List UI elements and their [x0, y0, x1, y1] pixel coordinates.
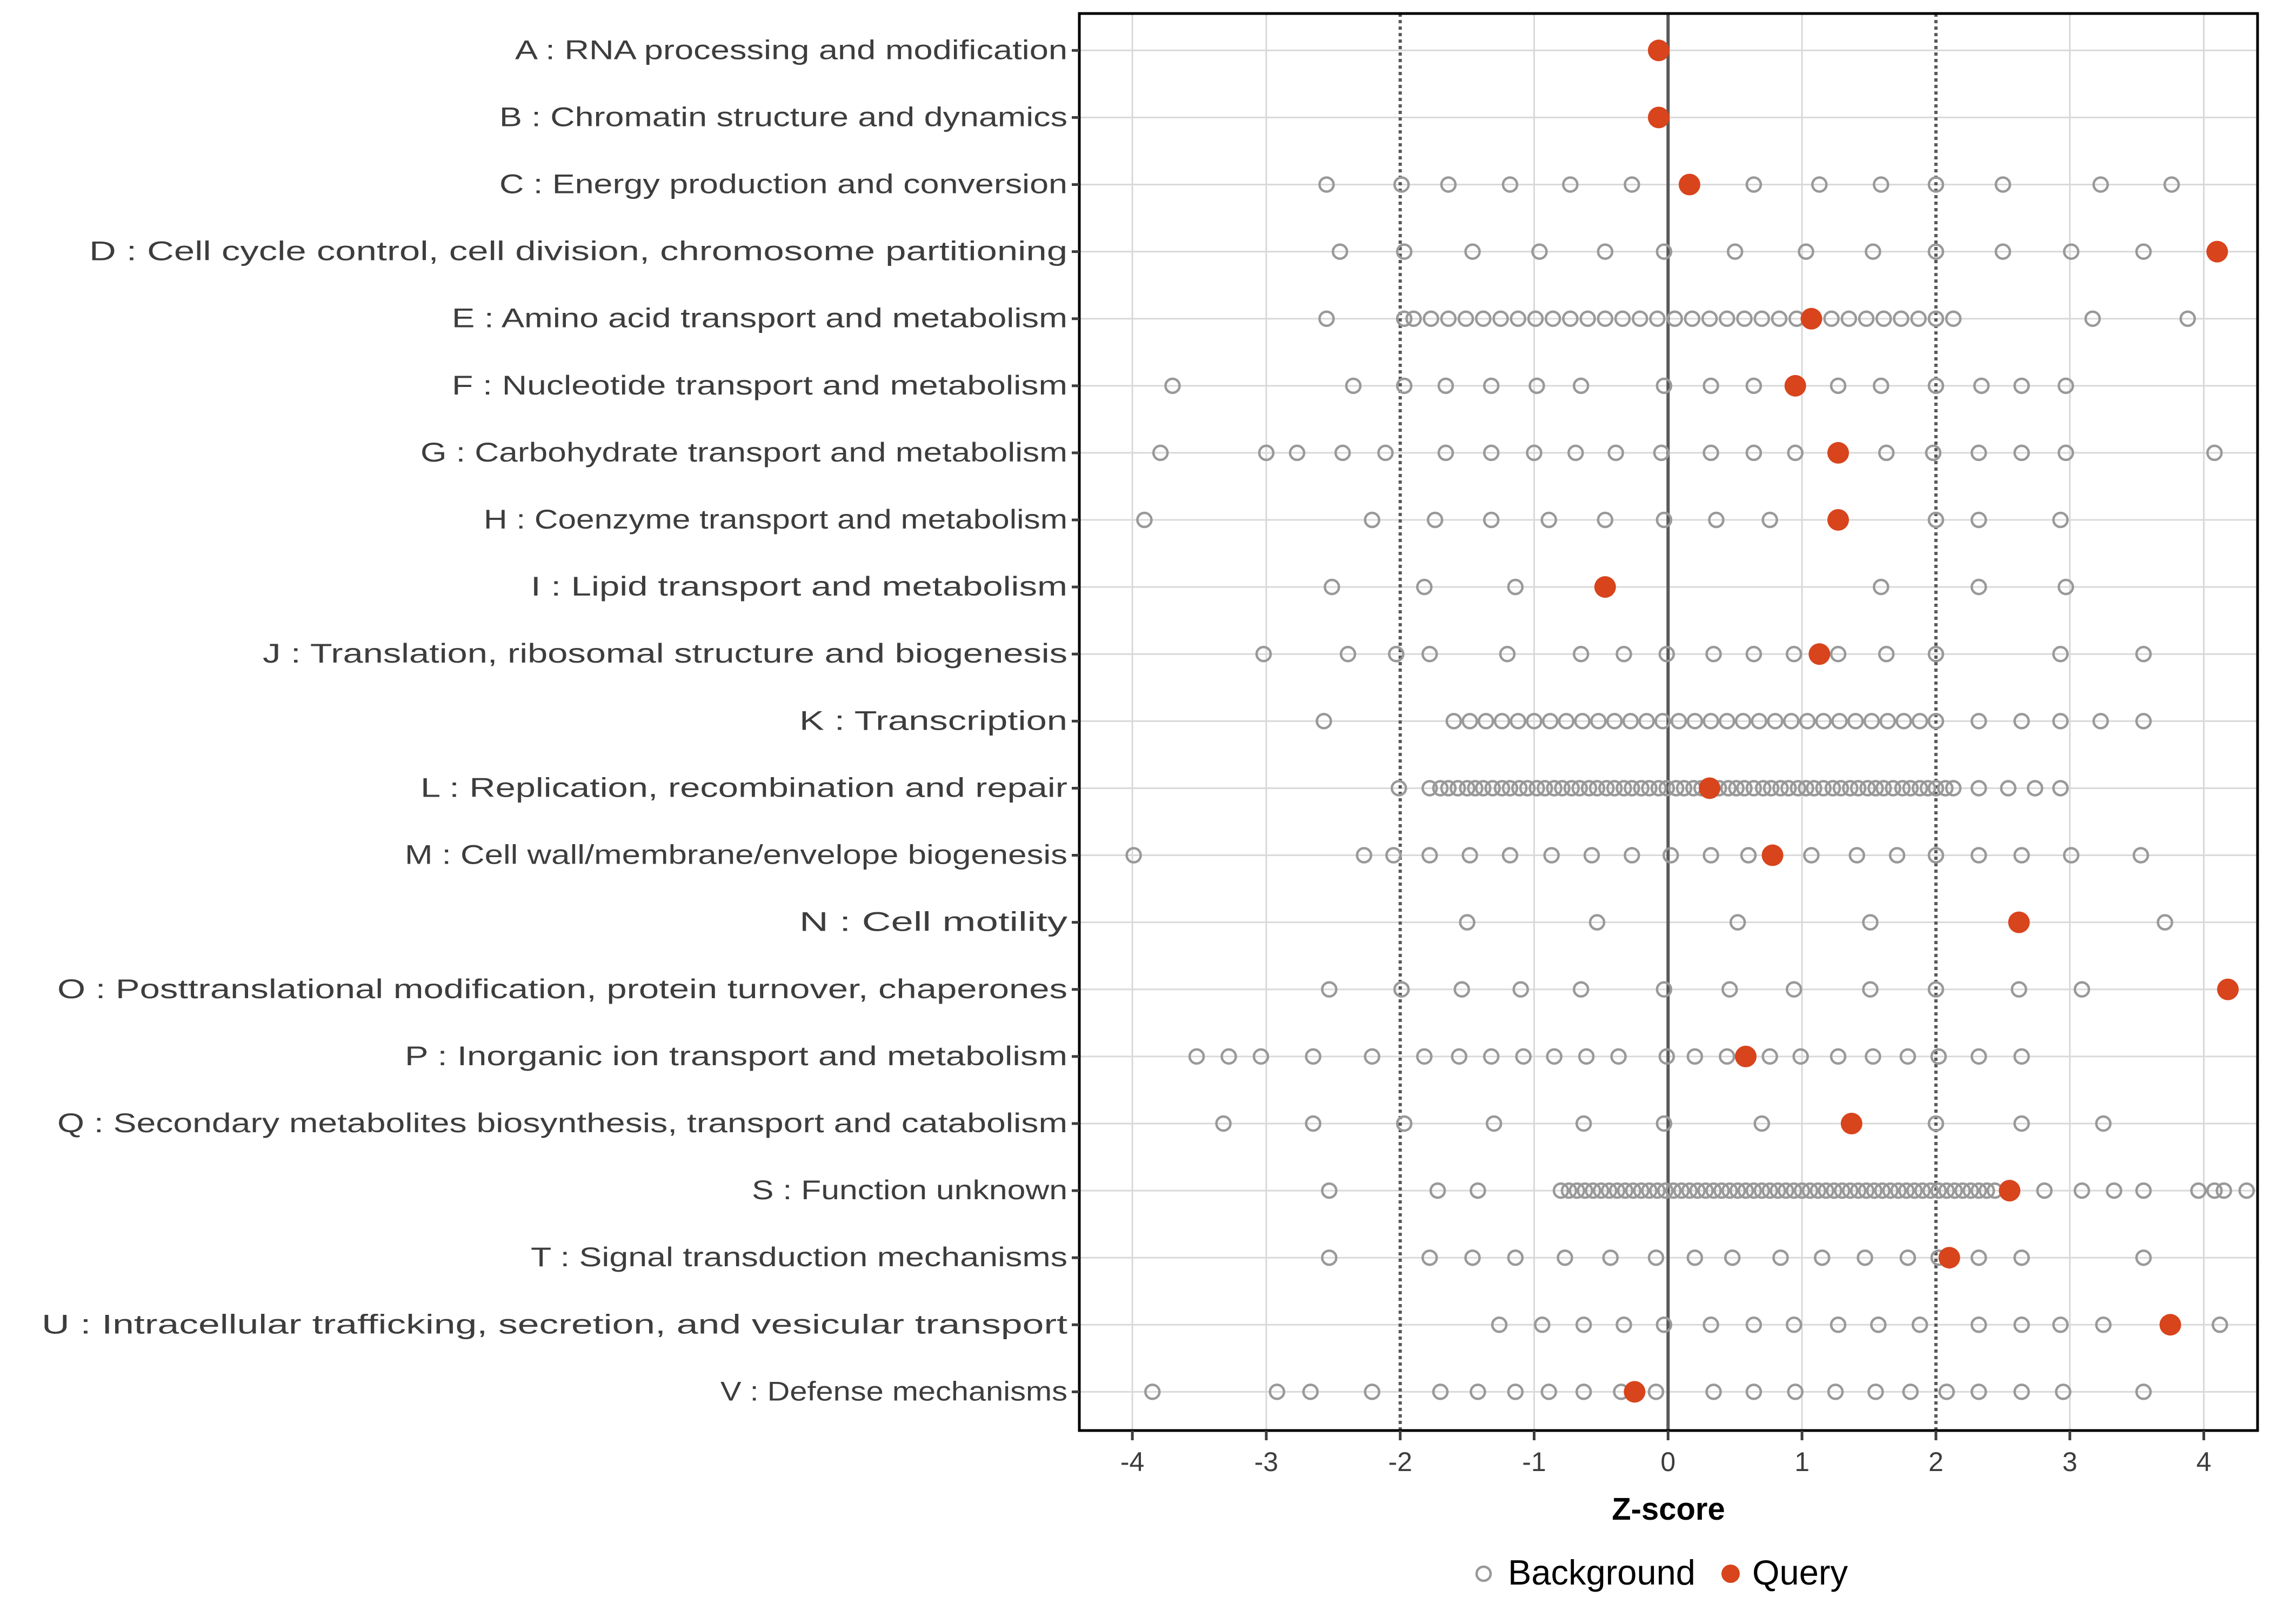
- svg-text:L : Replication, recombination: L : Replication, recombination and repai…: [420, 772, 1067, 803]
- svg-text:-1: -1: [1522, 1447, 1546, 1477]
- svg-text:H : Coenzyme transport and met: H : Coenzyme transport and metabolism: [484, 504, 1067, 534]
- svg-text:Query: Query: [1752, 1553, 1848, 1592]
- svg-text:C : Energy production and conv: C : Energy production and conversion: [499, 169, 1067, 199]
- svg-text:4: 4: [2196, 1447, 2212, 1477]
- svg-text:B : Chromatin structure and dy: B : Chromatin structure and dynamics: [499, 102, 1067, 132]
- svg-text:U : Intracellular trafficking,: U : Intracellular trafficking, secretion…: [42, 1309, 1067, 1339]
- svg-text:3: 3: [2062, 1447, 2078, 1477]
- svg-text:-3: -3: [1254, 1447, 1278, 1477]
- svg-text:Z-score: Z-score: [1612, 1492, 1725, 1527]
- svg-text:D : Cell cycle control, cell d: D : Cell cycle control, cell division, c…: [89, 236, 1067, 266]
- svg-text:-2: -2: [1388, 1447, 1412, 1477]
- svg-text:Background: Background: [1508, 1553, 1695, 1592]
- svg-text:J : Translation, ribosomal str: J : Translation, ribosomal structure and…: [263, 638, 1067, 669]
- svg-text:T : Signal transduction mechan: T : Signal transduction mechanisms: [531, 1242, 1067, 1272]
- svg-text:G : Carbohydrate transport and: G : Carbohydrate transport and metabolis…: [420, 437, 1067, 467]
- svg-text:V : Defense mechanisms: V : Defense mechanisms: [720, 1376, 1067, 1406]
- svg-text:2: 2: [1928, 1447, 1944, 1477]
- svg-text:N : Cell motility: N : Cell motility: [799, 907, 1067, 937]
- svg-text:O : Posttranslational modifica: O : Posttranslational modification, prot…: [57, 974, 1067, 1004]
- svg-text:K : Transcription: K : Transcription: [799, 705, 1067, 736]
- svg-text:S : Function unknown: S : Function unknown: [752, 1175, 1067, 1205]
- svg-text:F : Nucleotide transport and m: F : Nucleotide transport and metabolism: [452, 370, 1067, 400]
- svg-text:Q : Secondary metabolites bios: Q : Secondary metabolites biosynthesis, …: [57, 1108, 1067, 1138]
- svg-text:I : Lipid transport and metabo: I : Lipid transport and metabolism: [531, 571, 1067, 602]
- svg-text:-4: -4: [1120, 1447, 1144, 1477]
- svg-text:P : Inorganic ion transport an: P : Inorganic ion transport and metaboli…: [405, 1041, 1067, 1071]
- svg-text:A : RNA processing and modific: A : RNA processing and modification: [515, 35, 1067, 65]
- svg-text:0: 0: [1660, 1447, 1675, 1477]
- svg-text:E : Amino acid transport and m: E : Amino acid transport and metabolism: [452, 303, 1067, 333]
- svg-text:M : Cell wall/membrane/envelop: M : Cell wall/membrane/envelope biogenes…: [405, 840, 1067, 870]
- svg-text:1: 1: [1794, 1447, 1810, 1477]
